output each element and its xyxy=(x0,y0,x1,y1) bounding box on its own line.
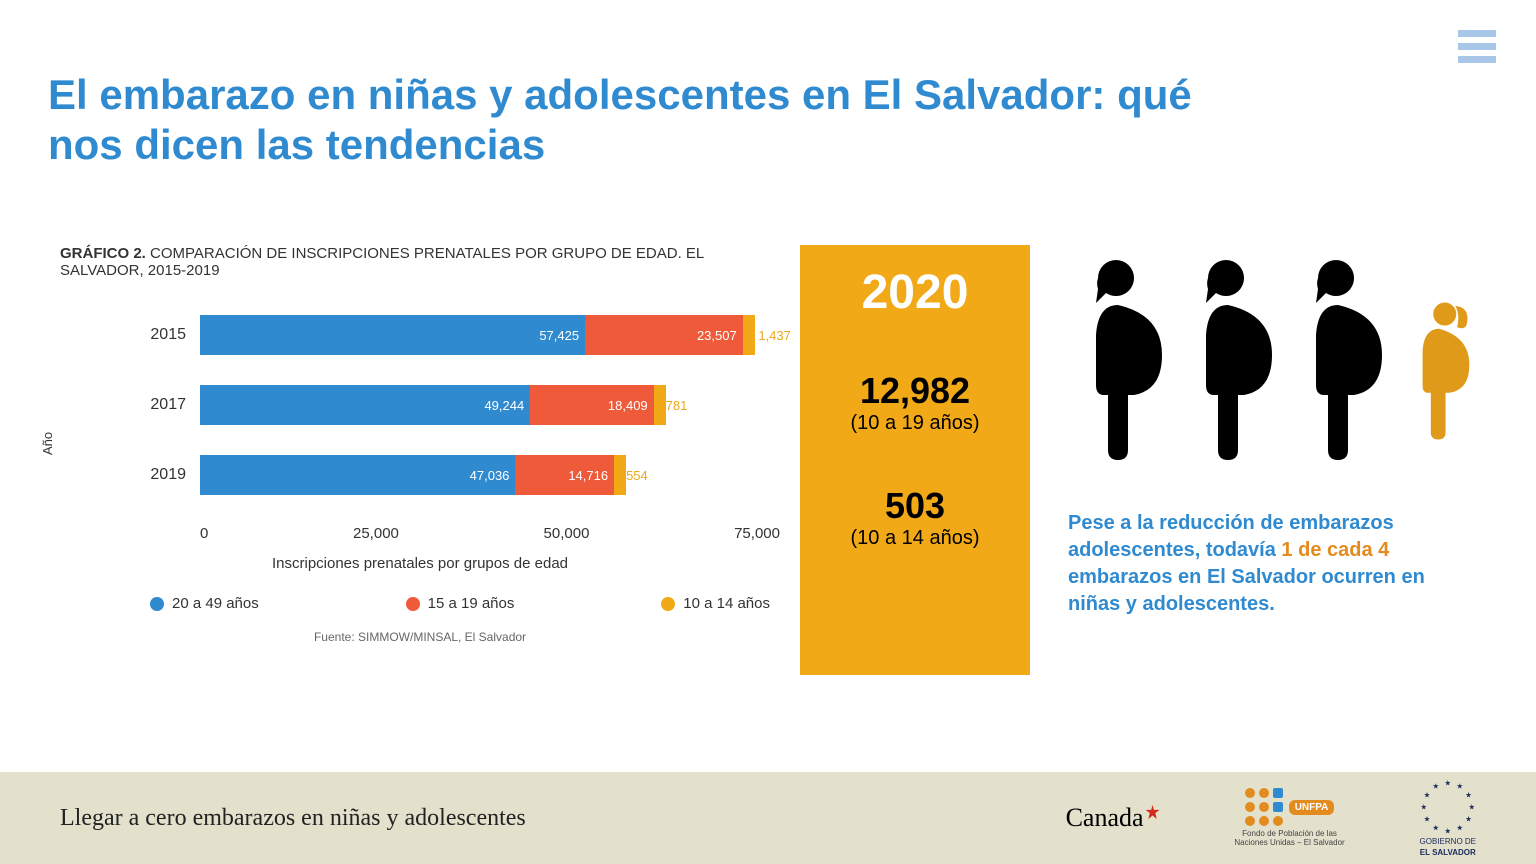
bar-stack: 49,24418,409781 xyxy=(200,385,666,425)
chart-legend: 20 a 49 años 15 a 19 años 10 a 14 años xyxy=(150,595,770,612)
bar-stack: 57,42523,5071,437 xyxy=(200,315,755,355)
gob-logo: GOBIERNO DE EL SALVADOR xyxy=(1420,779,1476,857)
bar-segment: 18,409 xyxy=(530,385,653,425)
page-title: El embarazo en niñas y adolescentes en E… xyxy=(48,70,1248,171)
x-tick: 75,000 xyxy=(734,525,780,542)
bar-segment: 49,244 xyxy=(200,385,530,425)
legend-dot-icon xyxy=(406,597,420,611)
legend-label: 15 a 19 años xyxy=(428,595,515,612)
legend-dot-icon xyxy=(661,597,675,611)
caption-post: embarazos en El Salvador ocurren en niña… xyxy=(1068,566,1425,615)
bar-year-label: 2017 xyxy=(150,396,200,414)
x-axis-label: Inscripciones prenatales por grupos de e… xyxy=(60,555,780,572)
caption-accent: 1 de cada 4 xyxy=(1281,539,1389,561)
bar-row: 201947,03614,716554 xyxy=(150,455,770,495)
bar-segment: 14,716 xyxy=(515,455,614,495)
bar-segment: 781 xyxy=(654,385,666,425)
chart-caption-bold: GRÁFICO 2. xyxy=(60,245,146,262)
maple-leaf-icon xyxy=(1146,805,1160,819)
bar-segment: 554 xyxy=(614,455,626,495)
bar-value-label: 781 xyxy=(666,398,688,413)
highlight-stat1-sub: (10 a 19 años) xyxy=(810,412,1020,435)
legend-label: 20 a 49 años xyxy=(172,595,259,612)
x-axis: 0 25,000 50,000 75,000 xyxy=(200,525,780,542)
pregnant-figure-icon xyxy=(1068,260,1168,460)
bar-stack: 47,03614,716554 xyxy=(200,455,626,495)
pictogram xyxy=(1068,260,1498,460)
canada-label: Canada xyxy=(1066,803,1144,833)
bar-segment: 47,036 xyxy=(200,455,515,495)
highlight-year: 2020 xyxy=(810,265,1020,320)
chart-caption-text: COMPARACIÓN DE INSCRIPCIONES PRENATALES … xyxy=(60,245,704,279)
menu-icon[interactable] xyxy=(1458,30,1496,63)
unfpa-logo: UNFPA Fondo de Población de las Naciones… xyxy=(1230,788,1350,848)
highlight-stat1-value: 12,982 xyxy=(810,370,1020,412)
highlight-stat2-value: 503 xyxy=(810,485,1020,527)
unfpa-sub: Fondo de Población de las Naciones Unida… xyxy=(1230,830,1350,848)
unfpa-badge: UNFPA xyxy=(1289,800,1335,815)
chart-caption: GRÁFICO 2. COMPARACIÓN DE INSCRIPCIONES … xyxy=(60,245,780,279)
footer-slogan: Llegar a cero embarazos en niñas y adole… xyxy=(60,805,526,832)
legend-item: 20 a 49 años xyxy=(150,595,259,612)
stars-ring-icon xyxy=(1420,779,1476,835)
bar-value-label: 1,437 xyxy=(758,328,791,343)
highlight-stat2-sub: (10 a 14 años) xyxy=(810,527,1020,550)
footer-logos: Canada UNFPA Fondo de Población de las N… xyxy=(1066,779,1476,857)
x-tick: 0 xyxy=(200,525,208,542)
bar-segment: 23,507 xyxy=(585,315,743,355)
chart-container: GRÁFICO 2. COMPARACIÓN DE INSCRIPCIONES … xyxy=(60,245,780,319)
bar-year-label: 2015 xyxy=(150,326,200,344)
gob-label1: GOBIERNO DE xyxy=(1420,837,1476,846)
canada-logo: Canada xyxy=(1066,803,1160,833)
bar-segment: 1,437 xyxy=(743,315,755,355)
gob-label2: EL SALVADOR xyxy=(1420,848,1476,857)
legend-item: 10 a 14 años xyxy=(661,595,770,612)
x-tick: 25,000 xyxy=(353,525,399,542)
chart-source: Fuente: SIMMOW/MINSAL, El Salvador xyxy=(60,630,780,644)
footer: Llegar a cero embarazos en niñas y adole… xyxy=(0,772,1536,864)
unfpa-dots-icon xyxy=(1245,788,1283,826)
bar-row: 201749,24418,409781 xyxy=(150,385,770,425)
bar-value-label: 554 xyxy=(626,468,648,483)
bar-row: 201557,42523,5071,437 xyxy=(150,315,770,355)
legend-item: 15 a 19 años xyxy=(406,595,515,612)
x-tick: 50,000 xyxy=(544,525,590,542)
y-axis-label: Año xyxy=(40,432,55,455)
pictogram-caption: Pese a la reducción de embarazos adolesc… xyxy=(1068,510,1478,618)
pregnant-figure-icon xyxy=(1178,260,1278,460)
highlight-box: 2020 12,982 (10 a 19 años) 503 (10 a 14 … xyxy=(800,245,1030,675)
pregnant-figure-icon xyxy=(1398,296,1480,460)
pregnant-figure-icon xyxy=(1288,260,1388,460)
bars-zone: 201557,42523,5071,437201749,24418,409781… xyxy=(150,315,770,525)
legend-dot-icon xyxy=(150,597,164,611)
legend-label: 10 a 14 años xyxy=(683,595,770,612)
bar-year-label: 2019 xyxy=(150,466,200,484)
bar-segment: 57,425 xyxy=(200,315,585,355)
